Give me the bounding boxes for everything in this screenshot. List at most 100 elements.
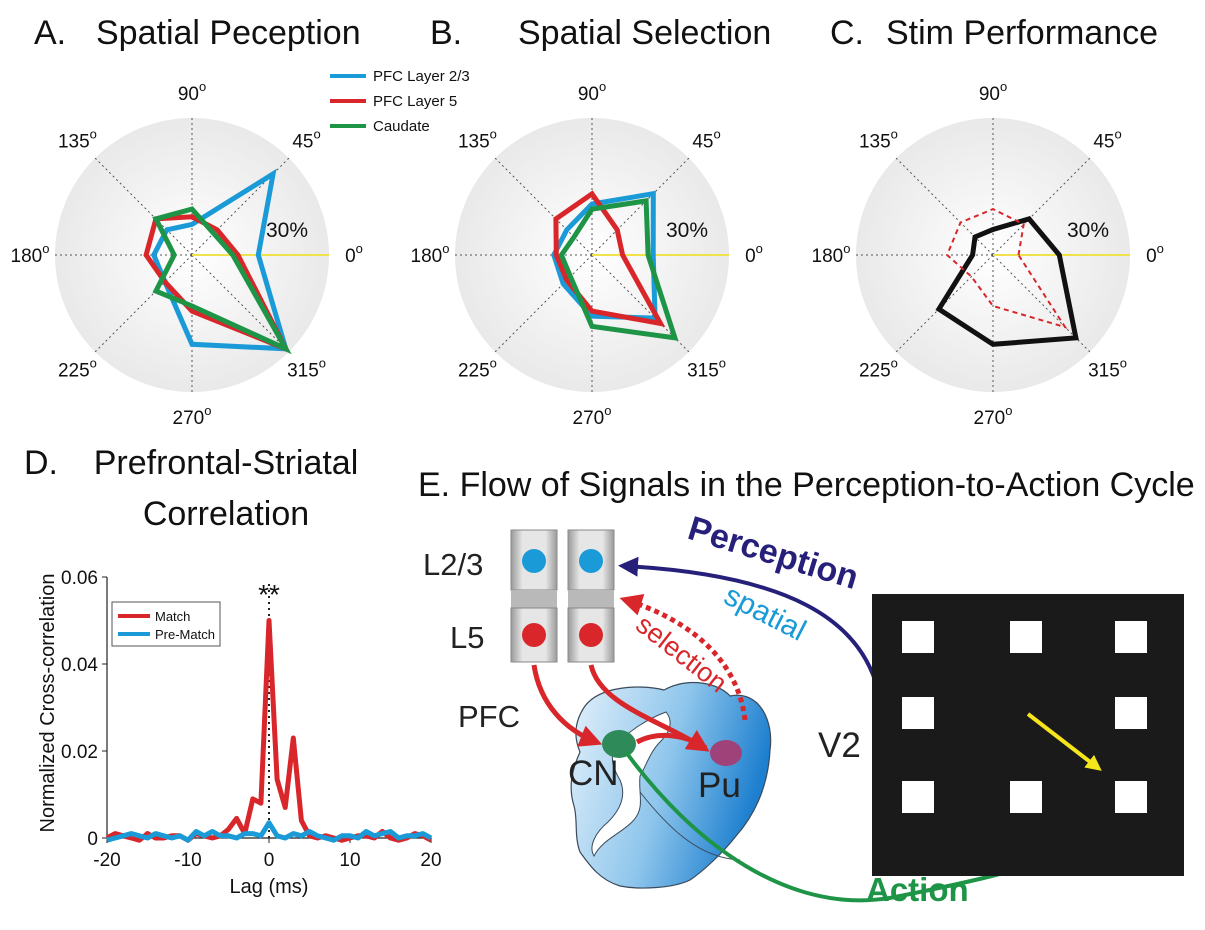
angle-label: 225o — [458, 356, 497, 382]
angle-label: 90o — [979, 79, 1007, 105]
cortical-column-2 — [567, 529, 615, 663]
degree-mark: o — [1115, 126, 1122, 141]
angle-label: 0o — [345, 241, 363, 267]
angle-label: 180o — [812, 241, 851, 267]
angle-label: 90o — [578, 79, 606, 105]
y-tick-label: 0.06 — [61, 568, 98, 589]
action-label: Action — [866, 871, 969, 908]
d-legend-label-prematch: Pre-Match — [155, 627, 215, 642]
panel-title: Spatial Selection — [518, 14, 771, 52]
angle-label: 180o — [11, 241, 50, 267]
d-lines — [105, 618, 433, 843]
degree-mark: o — [756, 241, 763, 256]
angle-label: 135o — [859, 126, 898, 152]
degree-mark: o — [90, 356, 97, 371]
panel-letter: B. — [430, 14, 462, 52]
d-legend-box — [111, 601, 221, 647]
polar-legend: PFC Layer 2/3 PFC Layer 5 Caudate — [330, 68, 470, 135]
y-tick-label: 0.04 — [61, 655, 98, 676]
angle-label: 135o — [58, 126, 97, 152]
panel-title: Stim Performance — [886, 14, 1158, 52]
series-polygon-stim — [935, 216, 1079, 347]
angle-label: 270o — [573, 403, 612, 429]
column-1-l5-neuron — [522, 623, 546, 647]
legend-label-layer23: PFC Layer 2/3 — [373, 68, 470, 85]
x-axis-label: Lag (ms) — [230, 876, 309, 898]
degree-mark: o — [604, 403, 611, 418]
stimulus-square — [1115, 697, 1147, 729]
angle-label: 45o — [292, 126, 320, 152]
angle-label: 45o — [692, 126, 720, 152]
region-label-pu: Pu — [698, 766, 741, 805]
series-polygon-pfc-layer-2-3 — [151, 168, 290, 352]
reference-ring-label: 30% — [266, 219, 308, 242]
angle-label: 315o — [287, 356, 326, 382]
panel-d: D. Prefrontal-Striatal Correlation Norma… — [24, 444, 442, 898]
degree-mark: o — [719, 356, 726, 371]
cortical-column-1 — [510, 529, 558, 663]
y-tick-label: 0 — [87, 829, 98, 850]
angle-label: 270o — [173, 403, 212, 429]
angle-label: 225o — [859, 356, 898, 382]
degree-mark: o — [356, 241, 363, 256]
degree-mark: o — [490, 126, 497, 141]
region-label-pfc: PFC — [458, 699, 520, 734]
x-tick-label: -10 — [174, 850, 201, 871]
degree-mark: o — [1005, 403, 1012, 418]
panel-letter: A. — [34, 14, 66, 52]
stimulus-square — [1115, 621, 1147, 653]
degree-mark: o — [314, 126, 321, 141]
cn-to-pu-arrow — [635, 733, 708, 751]
series-polygon-caudate — [558, 198, 679, 341]
degree-mark: o — [1120, 356, 1127, 371]
degree-mark: o — [891, 126, 898, 141]
degree-mark: o — [42, 241, 49, 256]
polar-panel-a: A. Spatial Peception 30% 0o 45o 90o 135o 180o 22… — [11, 14, 363, 429]
panel-d-title-line2: Correlation — [143, 495, 309, 533]
degree-mark: o — [843, 241, 850, 256]
target-arrow — [1026, 712, 1102, 771]
column-2-l5-neuron — [579, 623, 603, 647]
pfc-to-cn-arrow — [531, 664, 603, 747]
x-tick-label: 10 — [339, 850, 360, 871]
stimulus-square — [1010, 621, 1042, 653]
angle-label: 0o — [745, 241, 763, 267]
angle-label: 270o — [974, 403, 1013, 429]
column-2-divider — [568, 590, 614, 608]
series-polygon-stim-dashed — [945, 208, 1068, 329]
angle-label: 45o — [1093, 126, 1121, 152]
panel-e: E. Flow of Signals in the Perception-to-… — [418, 466, 1195, 908]
stimulus-square — [902, 697, 934, 729]
angle-label: 0o — [1146, 241, 1164, 267]
x-tick-label: 0 — [264, 850, 275, 871]
panel-title: Spatial Peception — [96, 14, 361, 52]
degree-mark: o — [90, 126, 97, 141]
polar-panel-b: B. Spatial Selection 30% 0o 45o 90o 135o 180o 22… — [411, 14, 772, 429]
angle-label: 180o — [411, 241, 450, 267]
x-tick-label: -20 — [93, 850, 120, 871]
layer-label-l5: L5 — [450, 620, 484, 655]
degree-mark: o — [204, 403, 211, 418]
y-axis-label: Normalized Cross-correlation — [37, 574, 59, 833]
perception-label: Perception — [684, 509, 863, 597]
polar-panel-c: C. Stim Performance 30% 0o 45o 90o 135o 180o 225… — [812, 14, 1164, 429]
degree-mark: o — [891, 356, 898, 371]
panel-d-title-line1: Prefrontal-Striatal — [94, 444, 359, 482]
column-1-l23-neuron — [522, 549, 546, 573]
series-line-pre-match — [106, 820, 433, 843]
x-tick-label: 20 — [420, 850, 441, 871]
degree-mark: o — [490, 356, 497, 371]
significance-marker: ** — [258, 579, 280, 610]
perception-arrow — [618, 556, 880, 691]
angle-label: 90o — [178, 79, 206, 105]
degree-mark: o — [1157, 241, 1164, 256]
degree-mark: o — [1000, 79, 1007, 94]
d-legend-label-match: Match — [155, 609, 190, 624]
degree-mark: o — [442, 241, 449, 256]
angle-label: 315o — [687, 356, 726, 382]
stimulus-square — [1115, 781, 1147, 813]
series-polygon-pfc-layer-5 — [553, 190, 666, 327]
region-label-cn: CN — [568, 754, 619, 793]
angle-label: 315o — [1088, 356, 1127, 382]
angle-label: 135o — [458, 126, 497, 152]
